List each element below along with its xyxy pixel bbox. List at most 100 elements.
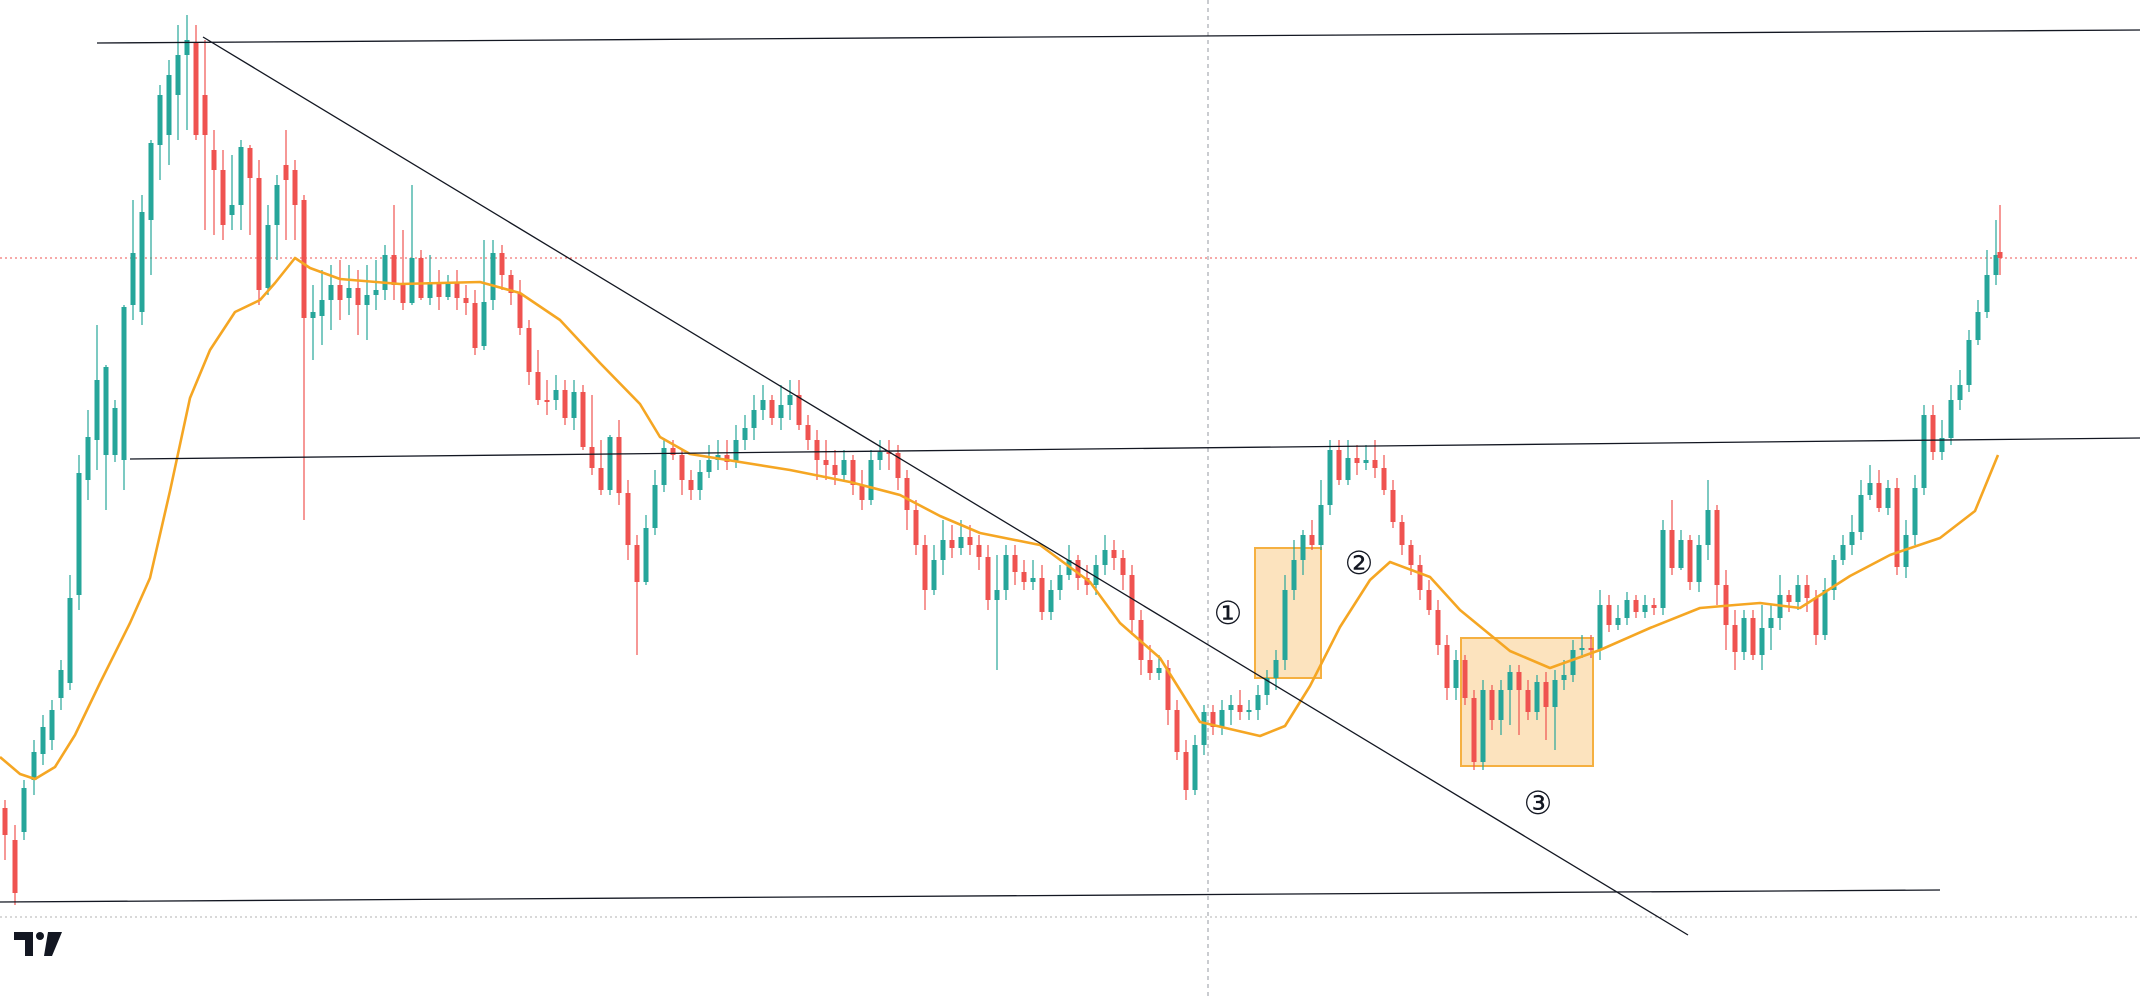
candle-body: [1957, 385, 1963, 400]
candle-body: [1390, 490, 1396, 522]
candle-body: [391, 255, 397, 285]
candlestick-series: [2, 15, 2003, 905]
candle-body: [1363, 460, 1369, 463]
tradingview-logo: [14, 930, 64, 960]
candle-body: [760, 400, 766, 410]
candle-body: [211, 150, 217, 170]
candle-body: [1975, 312, 1981, 340]
candle-body: [913, 510, 919, 545]
candle-body: [877, 452, 883, 460]
candle-body: [805, 425, 811, 440]
candle-body: [1615, 618, 1621, 625]
candle-body: [1651, 605, 1657, 608]
candle-body: [859, 485, 865, 500]
candle-body: [166, 75, 172, 135]
candle-body: [598, 468, 604, 490]
candle-body: [175, 55, 181, 95]
candle-body: [1327, 450, 1333, 505]
candle-body: [1534, 682, 1540, 712]
candle-body: [994, 590, 1000, 600]
candle-body: [382, 255, 388, 290]
candle-body: [571, 392, 577, 418]
candle-body: [580, 392, 586, 447]
trend-line: [0, 889, 1941, 903]
candle-body: [1039, 578, 1045, 612]
candle-body: [1984, 275, 1990, 312]
candle-body: [1885, 488, 1891, 508]
candle-body: [1210, 712, 1216, 727]
candle-body: [724, 455, 730, 462]
candle-body: [1570, 650, 1576, 675]
candle-body: [472, 303, 478, 348]
candle-body: [1660, 530, 1666, 608]
candle-body: [1264, 678, 1270, 695]
candle-body: [49, 710, 55, 740]
candle-body: [292, 170, 298, 205]
candle-body: [1336, 450, 1342, 480]
candle-body: [76, 473, 82, 595]
candle-body: [787, 395, 793, 405]
candle-body: [1768, 618, 1774, 628]
candle-body: [1741, 618, 1747, 652]
candle-body: [184, 40, 190, 55]
candle-body: [589, 447, 595, 468]
candle-body: [328, 285, 334, 300]
candle-body: [796, 395, 802, 425]
candle-body: [1525, 690, 1531, 712]
candle-body: [1255, 695, 1261, 710]
candle-body: [1426, 590, 1432, 610]
candle-body: [1624, 600, 1630, 618]
candle-body: [1912, 488, 1918, 535]
trend-lines[interactable]: [0, 29, 2140, 936]
candle-body: [1111, 550, 1117, 558]
candle-body: [40, 727, 46, 754]
candle-body: [553, 390, 559, 400]
candle-body: [1129, 575, 1135, 620]
candle-body: [1921, 415, 1927, 488]
candle-body: [679, 455, 685, 480]
candle-body: [1012, 555, 1018, 572]
candle-body: [517, 293, 523, 328]
candle-body: [1543, 682, 1549, 707]
candle-body: [1588, 648, 1594, 650]
candle-body: [1246, 710, 1252, 712]
candle-body: [976, 545, 982, 557]
candle-body: [400, 285, 406, 303]
candle-body: [157, 95, 163, 145]
candle-body: [1084, 578, 1090, 585]
candle-body: [1471, 698, 1477, 762]
candle-body: [535, 372, 541, 400]
candle-body: [337, 285, 343, 300]
candle-body: [1822, 590, 1828, 635]
candle-body: [1120, 558, 1126, 575]
candle-body: [670, 448, 676, 455]
candle-body: [103, 367, 109, 455]
candle-body: [1849, 532, 1855, 545]
candle-body: [1309, 535, 1315, 545]
candle-body: [1435, 610, 1441, 645]
candle-body: [607, 437, 613, 490]
candle-body: [229, 205, 235, 215]
candle-body: [985, 557, 991, 600]
candle-body: [1147, 660, 1153, 673]
candle-body: [1372, 460, 1378, 468]
candle-body: [625, 493, 631, 545]
candle-body: [355, 288, 361, 305]
candle-body: [850, 460, 856, 485]
candle-body: [247, 148, 253, 178]
candle-body: [31, 752, 37, 780]
candle-body: [1516, 672, 1522, 690]
candle-body: [202, 95, 208, 135]
candle-body: [823, 460, 829, 465]
candle-body: [1291, 560, 1297, 590]
candle-body: [1642, 605, 1648, 612]
candle-body: [1930, 415, 1936, 452]
candle-body: [1057, 575, 1063, 590]
candle-body: [346, 288, 352, 298]
candle-body: [238, 147, 244, 205]
candle-body: [58, 670, 64, 698]
candle-body: [67, 598, 73, 683]
annotation-marker: ②: [1345, 544, 1374, 582]
candle-body: [1480, 690, 1486, 762]
